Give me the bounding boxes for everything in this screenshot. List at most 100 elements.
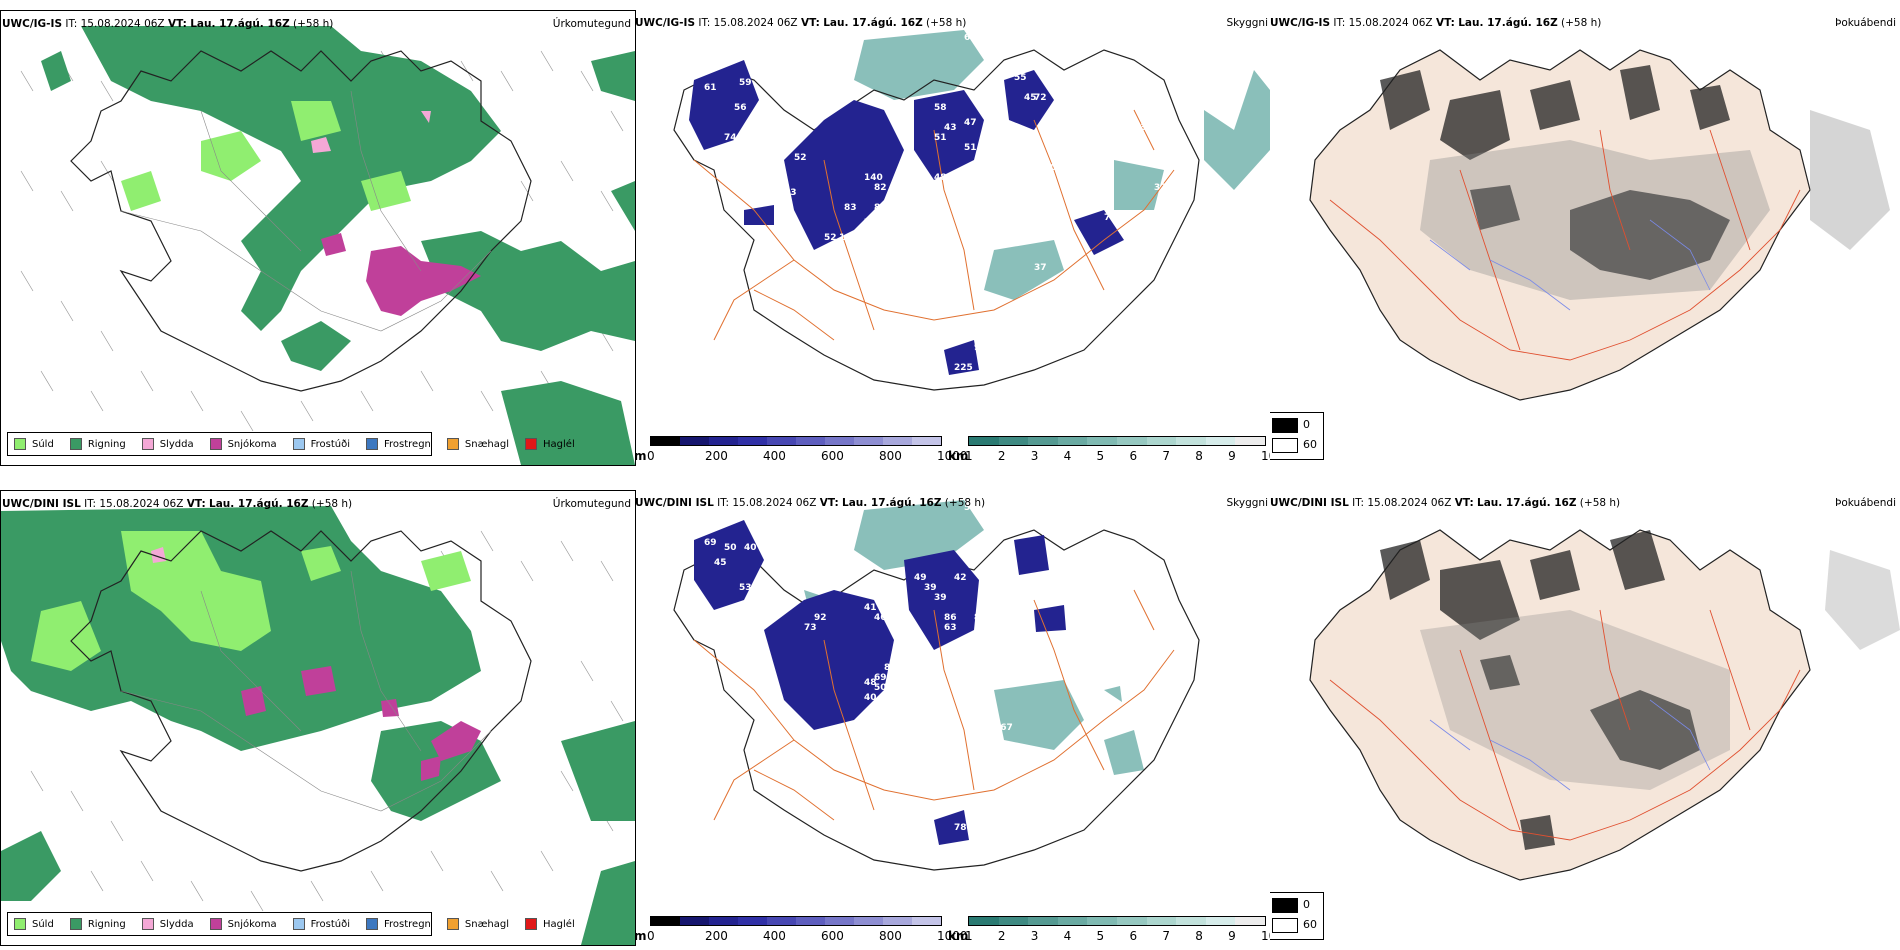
colorbar-strip — [650, 916, 942, 926]
colorbar-segment — [680, 437, 709, 445]
colorbar-unit: m — [634, 449, 647, 463]
legend-swatch — [446, 438, 459, 450]
cloudbase-label: 69 — [1054, 283, 1067, 293]
legend-label: Haglél — [543, 918, 575, 930]
cloudbase-label: 46 — [874, 613, 887, 623]
cloudbase-label: 52 — [824, 233, 837, 243]
legend-swatch — [525, 438, 538, 450]
colorbar-tick: 1 — [965, 449, 973, 463]
cloudbase-label: 45 — [1024, 93, 1037, 103]
legend-swatch — [209, 918, 222, 930]
colorbar-segment — [796, 437, 825, 445]
legend-label: Snjókoma — [227, 918, 277, 930]
cloudbase-areas — [694, 520, 1066, 845]
legend-swatch — [366, 438, 378, 450]
cloudbase-label: 61 — [704, 83, 717, 93]
cloudbase-label: 82 — [874, 183, 887, 193]
legend-item: Rigning — [69, 438, 126, 450]
fog-panel-name: Þokuábendi — [1835, 17, 1896, 29]
legend-item: Frostúði — [292, 438, 350, 450]
legend-item: Haglél — [525, 438, 575, 450]
cloudbase-label: 69 — [704, 538, 717, 548]
colorbar-segment — [883, 917, 912, 925]
cloudbase-label: 137 — [924, 703, 943, 713]
precip-panel-name: Úrkomutegund — [552, 18, 631, 30]
colorbar-tick: 3 — [1030, 929, 1039, 943]
cloudbase-label: 72 — [754, 53, 767, 63]
cloudbase-label: 56 — [759, 113, 772, 123]
cloudbase-colorbar-row2: m 0 200 400 600 800 1000 — [634, 914, 968, 944]
colorbar-strip — [650, 436, 942, 446]
colorbar-segment — [825, 917, 854, 925]
legend-label: Haglél — [543, 438, 575, 450]
cloudbase-label: 64 — [1124, 273, 1137, 283]
precip-legend-row2: Súld Rigning Slydda Snjókoma Frostúði Frostre… — [7, 912, 575, 936]
cloudbase-label: 74 — [724, 133, 737, 143]
fog-map-row1 — [1309, 49, 1890, 401]
legend-label: Rigning — [87, 438, 126, 450]
colorbar-strip — [968, 916, 1266, 926]
cloud-header-row1: UWC/IG-IS IT: 15.08.2024 06Z VT: Lau. 17… — [635, 17, 967, 29]
cloudbase-label: 71 — [1034, 173, 1047, 183]
colorbar-segment — [912, 917, 941, 925]
drizzle-areas — [121, 101, 411, 211]
precip-panel-row1: UWC/IG-IS IT: 15.08.2024 06Z VT: Lau. 17… — [0, 10, 636, 466]
cloud-header-row2: UWC/DINI ISL IT: 15.08.2024 06Z VT: Lau.… — [635, 497, 986, 509]
fog-header-row2: UWC/DINI ISL IT: 15.08.2024 06Z VT: Lau.… — [1270, 497, 1621, 509]
cloudbase-label: 54 — [884, 613, 897, 623]
legend-swatch — [14, 918, 26, 930]
cloud-panel-row1: 645 72 61 59 39 56 56 74 52 75 63 45 52 109 70 70 88 83 58… — [634, 10, 1270, 464]
precip-map-row1 — [20, 26, 635, 465]
colorbar-segment — [1205, 917, 1236, 925]
legend-item: Rigning — [69, 918, 126, 930]
colorbar-segment — [1087, 917, 1117, 925]
colorbar-segment — [825, 437, 854, 445]
iceland-coastline — [70, 530, 532, 872]
precip-map-row2 — [1, 506, 635, 945]
cloudbase-label: 55 — [1014, 73, 1027, 83]
fog-haze — [1420, 110, 1890, 300]
cloudbase-label: 37 — [1034, 263, 1047, 273]
cloudbase-label: 73 — [1104, 213, 1117, 223]
cloudbase-label: 58 — [934, 103, 947, 113]
colorbar-tick: 1000 — [937, 929, 968, 943]
legend-label: Súld — [32, 438, 54, 450]
cloudbase-label: 131 — [1004, 623, 1023, 633]
colorbar-segment — [1028, 917, 1058, 925]
colorbar-segment — [680, 917, 709, 925]
legend-item: Haglél — [525, 918, 575, 930]
colorbar-tick: 1000 — [937, 449, 968, 463]
cloudbase-label: 83 — [844, 203, 857, 213]
cloudbase-label: 70 — [884, 223, 897, 233]
cloudbase-label: 43 — [944, 123, 957, 133]
precip-header-row1: UWC/IG-IS IT: 15.08.2024 06Z VT: Lau. 17… — [2, 18, 334, 30]
legend-item: Frostregn — [366, 438, 431, 450]
cloudbase-label: 92 — [814, 613, 827, 623]
cloudbase-label: 84 — [934, 723, 947, 733]
fog-areas — [1380, 530, 1700, 850]
colorbar-segment — [1235, 917, 1265, 925]
roads — [693, 109, 1175, 341]
cloudbase-label: 78 — [954, 823, 967, 833]
cloudbase-label: 41 — [1144, 153, 1157, 163]
cloudbase-label: 109 — [839, 233, 858, 243]
sleet-areas — [311, 111, 431, 153]
cloudbase-colorbar-row1: m 0 200 400 600 800 1000 — [634, 434, 968, 464]
legend-swatch — [69, 918, 82, 930]
cloudbase-label: 39 — [924, 583, 937, 593]
cloudbase-label: 60 — [894, 643, 907, 653]
colorbar-tick: 2 — [997, 449, 1006, 463]
legend-swatch — [366, 918, 378, 930]
cloudbase-label: 86 — [944, 613, 957, 623]
cloud-panel-row2: 521 66 69 50 40 45 56 53 92 73 41 46 54 51 49 39 39 86 42 6… — [634, 490, 1270, 944]
colorbar-segment — [796, 917, 825, 925]
legend-swatch — [525, 918, 538, 930]
colorbar-segment — [1087, 437, 1117, 445]
fog-haze — [1420, 550, 1900, 790]
cloudbase-label: 57 — [914, 663, 927, 673]
cloudbase-label: 300 — [884, 243, 903, 253]
cloudbase-label: 53 — [739, 583, 752, 593]
colorbar-tick: 800 — [879, 449, 902, 463]
colorbar-tick: 9 — [1228, 449, 1236, 463]
colorbar-segment — [998, 917, 1029, 925]
